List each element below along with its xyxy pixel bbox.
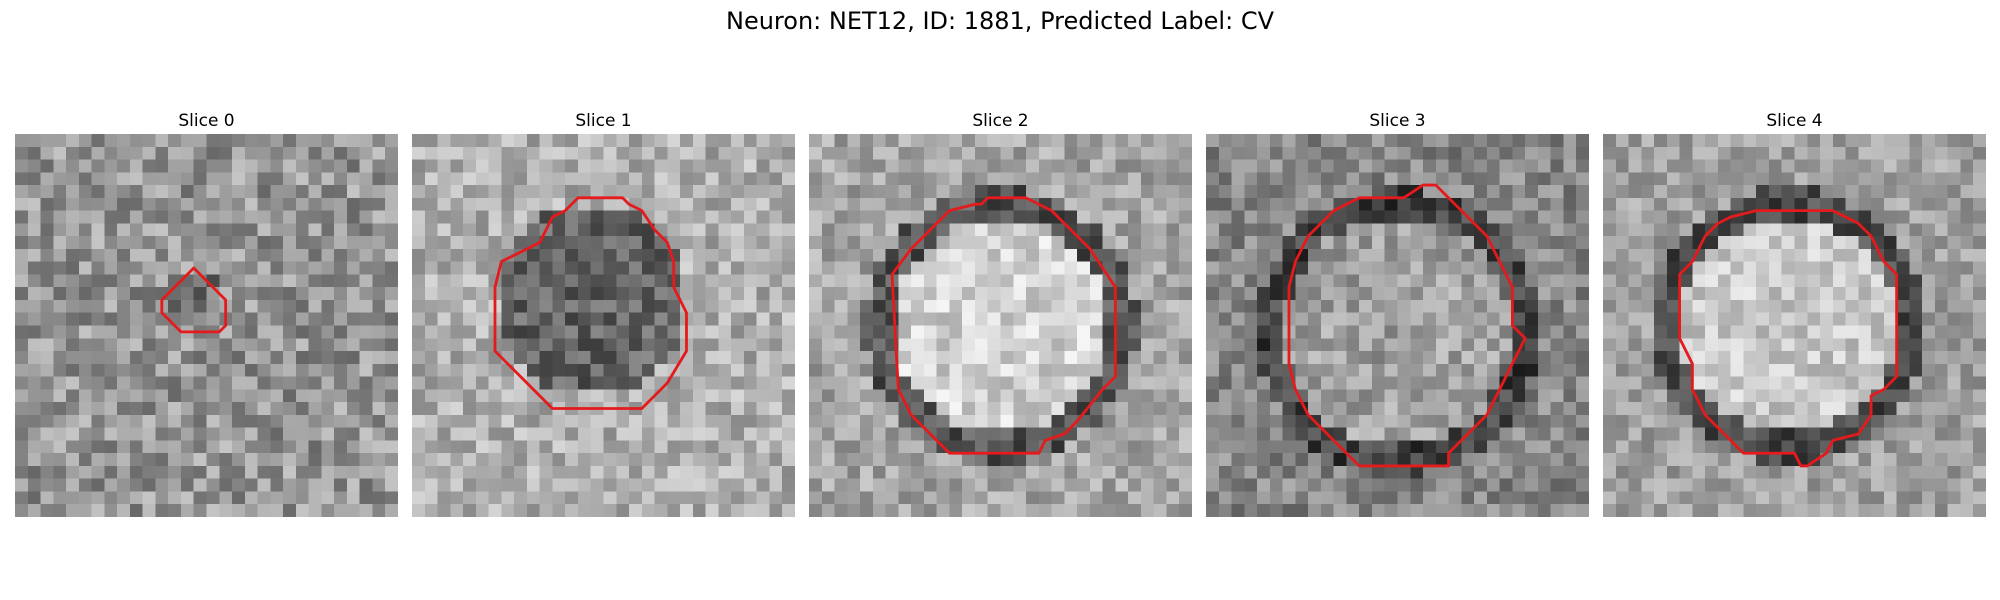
figure-title: Neuron: NET12, ID: 1881, Predicted Label…: [726, 7, 1274, 35]
segmentation-contour-0: [160, 266, 228, 334]
slice-panel-4: Slice 4: [1603, 108, 1986, 517]
slice-image-2: [809, 134, 1192, 517]
slice-image-1: [412, 134, 795, 517]
slice-title-4: Slice 4: [1766, 111, 1823, 131]
slice-title-2: Slice 2: [972, 111, 1029, 131]
slice-title-3: Slice 3: [1369, 111, 1426, 131]
slice-panel-2: Slice 2: [809, 108, 1192, 517]
slice-panel-1: Slice 1: [412, 108, 795, 517]
slice-image-3: [1206, 134, 1589, 517]
slice-image-0: [15, 134, 398, 517]
slice-panel-0: Slice 0: [15, 108, 398, 517]
slice-title-0: Slice 0: [178, 111, 235, 131]
slice-panel-3: Slice 3: [1206, 108, 1589, 517]
segmentation-contour-1: [493, 196, 688, 410]
slice-image-4: [1603, 134, 1986, 517]
segmentation-contour-2: [890, 196, 1117, 455]
slice-title-1: Slice 1: [575, 111, 632, 131]
segmentation-contour-4: [1678, 209, 1899, 468]
segmentation-contour-3: [1287, 183, 1527, 468]
